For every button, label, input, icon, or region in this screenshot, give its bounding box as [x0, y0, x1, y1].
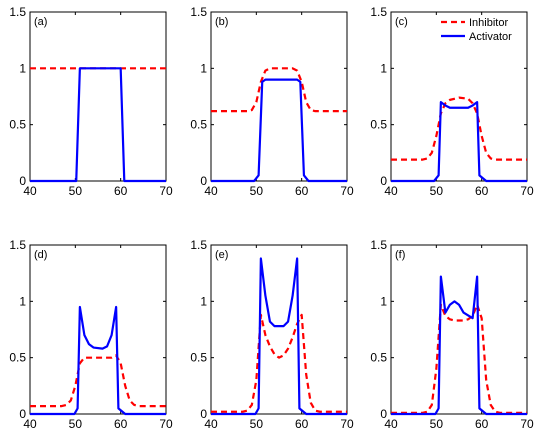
- y-tick-label: 1.5: [9, 5, 26, 19]
- panel-label: (d): [34, 249, 47, 261]
- panel-label: (e): [215, 249, 228, 261]
- legend-label-activator: Activator: [469, 31, 512, 43]
- x-tick-label: 50: [69, 417, 83, 431]
- y-tick-label: 0.5: [370, 118, 387, 132]
- x-tick-label: 50: [430, 184, 444, 198]
- inhibitor-line: [391, 96, 527, 161]
- panel-label: (c): [395, 16, 408, 28]
- y-tick-label: 0.5: [190, 118, 207, 132]
- x-tick-label: 70: [340, 184, 354, 198]
- x-tick-label: 70: [159, 417, 173, 431]
- x-tick-label: 60: [295, 184, 309, 198]
- x-tick-label: 60: [475, 184, 489, 198]
- y-tick-label: 1: [380, 61, 387, 75]
- panel-d: 0 0.5 1 1.5 40 50 60 70 (d): [9, 238, 173, 431]
- panel-e: 0 0.5 1 1.5 40 50 60 70 (e): [190, 238, 354, 431]
- panel-b: 0 0.5 1 1.5 40 50 60 70 (b): [190, 5, 354, 198]
- x-tick-label: 40: [23, 417, 37, 431]
- x-tick-label: 60: [114, 184, 128, 198]
- y-tick-label: 0: [19, 174, 26, 188]
- panel-label: (b): [215, 16, 228, 28]
- x-tick-label: 40: [23, 184, 37, 198]
- y-tick-label: 1.5: [190, 238, 207, 252]
- x-tick-label: 50: [250, 417, 264, 431]
- inhibitor-line: [391, 303, 527, 414]
- panel-a: 0 0.5 1 1.5 40 50 60 70 (a): [9, 5, 173, 198]
- y-tick-label: 1.5: [190, 5, 207, 19]
- panel-label: (f): [395, 249, 405, 261]
- panel-c: 0 0.5 1 1.5 40 50 60 70 (c) Inhibitor Activator: [370, 5, 534, 198]
- x-tick-label: 50: [250, 184, 264, 198]
- panel-f: 0 0.5 1 1.5 40 50 60 70 (f): [370, 238, 534, 431]
- x-tick-label: 70: [340, 417, 354, 431]
- y-tick-label: 1.5: [370, 238, 387, 252]
- activator-line: [391, 275, 527, 416]
- y-tick-label: 0: [200, 174, 207, 188]
- x-tick-label: 60: [114, 417, 128, 431]
- y-tick-label: 1.5: [370, 5, 387, 19]
- legend-label-inhibitor: Inhibitor: [469, 17, 508, 29]
- y-tick-label: 1: [19, 294, 26, 308]
- axes-frame: [29, 244, 167, 415]
- x-tick-label: 40: [204, 184, 218, 198]
- x-tick-label: 60: [295, 417, 309, 431]
- x-tick-label: 70: [520, 417, 534, 431]
- y-tick-label: 1.5: [9, 238, 26, 252]
- x-tick-label: 50: [69, 184, 83, 198]
- y-tick-label: 0.5: [190, 351, 207, 365]
- y-tick-label: 0: [380, 407, 387, 421]
- y-tick-label: 1: [200, 294, 207, 308]
- axes-frame: [390, 244, 528, 415]
- x-tick-label: 40: [384, 417, 398, 431]
- activator-line: [211, 257, 347, 416]
- axes-frame: [210, 244, 348, 415]
- x-tick-label: 40: [204, 417, 218, 431]
- axes-frame: [210, 11, 348, 182]
- axes-frame: [390, 11, 528, 182]
- inhibitor-line: [211, 67, 347, 113]
- activator-line: [30, 305, 166, 416]
- y-tick-label: 0.5: [9, 351, 26, 365]
- activator-line: [30, 67, 166, 183]
- y-tick-label: 0: [200, 407, 207, 421]
- x-tick-label: 70: [520, 184, 534, 198]
- axes-frame: [29, 11, 167, 182]
- activator-line: [391, 101, 527, 183]
- activator-line: [211, 78, 347, 183]
- x-tick-label: 50: [430, 417, 444, 431]
- y-tick-label: 0: [380, 174, 387, 188]
- y-tick-label: 0: [19, 407, 26, 421]
- x-tick-label: 40: [384, 184, 398, 198]
- y-tick-label: 1: [19, 61, 26, 75]
- y-tick-label: 0.5: [370, 351, 387, 365]
- y-tick-label: 1: [380, 294, 387, 308]
- panel-label: (a): [34, 16, 47, 28]
- y-tick-label: 1: [200, 61, 207, 75]
- y-tick-label: 0.5: [9, 118, 26, 132]
- inhibitor-line: [211, 313, 347, 413]
- x-tick-label: 70: [159, 184, 173, 198]
- inhibitor-line: [30, 354, 166, 408]
- x-tick-label: 60: [475, 417, 489, 431]
